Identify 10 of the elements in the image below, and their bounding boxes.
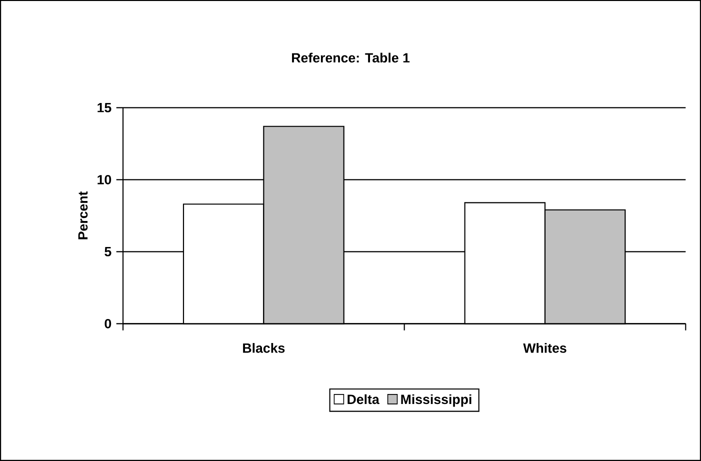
legend-label: Mississippi	[401, 394, 472, 407]
x-tick-label: Blacks	[243, 343, 285, 353]
y-tick-label: 10	[98, 174, 112, 184]
legend-label: Delta	[348, 394, 380, 404]
x-tick-label: Whites	[523, 343, 566, 353]
y-tick-label: 15	[98, 103, 112, 112]
chart-title: Reference: Table 1	[292, 52, 410, 63]
y-axis-title: Percent	[78, 191, 88, 240]
y-tick-label: 5	[104, 247, 112, 256]
y-tick-label: 0	[104, 318, 112, 328]
